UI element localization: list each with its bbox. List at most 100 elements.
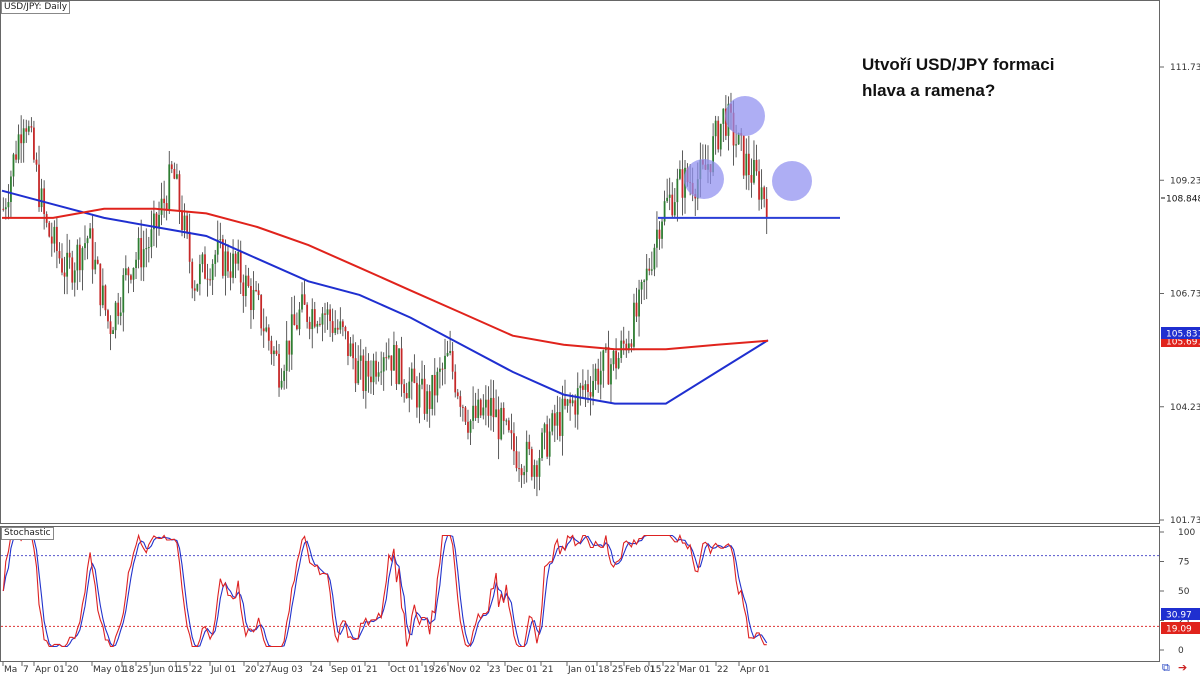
candle-body <box>107 310 109 322</box>
candle-body <box>61 258 63 273</box>
time-tick-label: May 01 <box>93 665 126 675</box>
candle-body <box>428 391 431 409</box>
candle-body <box>523 472 526 476</box>
time-tick-label: 18 <box>123 665 135 675</box>
annotation-line-1: Utvoří USD/JPY formaci <box>862 55 1055 74</box>
candle-body <box>500 407 503 440</box>
candle-body <box>569 399 572 404</box>
candle-body <box>393 344 395 371</box>
candle-body <box>433 374 436 396</box>
stoch-tick-label: 50 <box>1178 587 1190 597</box>
stochastic-label: Stochastic <box>1 527 54 540</box>
stoch-blue-value-box <box>1161 608 1200 620</box>
candle-body <box>35 159 38 165</box>
candle-body <box>255 289 257 291</box>
candle-body <box>2 208 5 210</box>
candle-body <box>615 350 617 369</box>
candle-body <box>331 321 334 333</box>
candle-body <box>528 441 531 450</box>
candle-body <box>635 302 638 317</box>
candle-body <box>566 399 569 406</box>
main-panel <box>0 0 1160 524</box>
candle-body <box>160 198 163 215</box>
candle-body <box>158 214 160 228</box>
candle-body <box>625 343 628 351</box>
stoch-tick-label: 0 <box>1178 646 1184 656</box>
candle-body <box>561 398 564 436</box>
candle-body <box>234 253 237 264</box>
candle-body <box>140 238 143 268</box>
candle-body <box>645 268 648 281</box>
candle-body <box>71 257 74 283</box>
candle-body <box>464 407 467 422</box>
candle-body <box>278 353 280 388</box>
candle-body <box>525 441 528 473</box>
candle-body <box>221 239 224 276</box>
candle-body <box>589 392 592 397</box>
candle-body <box>380 371 383 373</box>
candle-body <box>668 194 671 198</box>
candle-body <box>216 239 219 255</box>
candle-body <box>288 340 291 355</box>
candle-body <box>666 197 669 202</box>
candle-body <box>94 259 97 270</box>
candle-body <box>183 215 186 231</box>
time-tick-label: 24 <box>312 665 324 675</box>
candle-body <box>242 282 245 297</box>
candle-body <box>99 263 102 306</box>
candle-body <box>364 360 367 391</box>
candle-body <box>239 252 242 283</box>
candle-body <box>7 202 10 208</box>
stoch-k-line <box>2 533 767 648</box>
right-shoulder-circle <box>772 161 812 201</box>
candle-body <box>610 364 612 385</box>
candle-body <box>347 331 349 357</box>
candle-body <box>58 251 61 259</box>
candle-body <box>630 343 633 347</box>
candle-body <box>313 309 316 327</box>
time-tick-label: Sep 01 <box>331 665 362 675</box>
candle-body <box>10 176 12 203</box>
candle-body <box>507 420 510 431</box>
candle-body <box>418 384 421 408</box>
current-price-box <box>1161 192 1200 204</box>
candle-body <box>479 399 482 416</box>
axes-layer: 111.731 109.231 106.731 104.231 101.731 108.8… <box>2 63 1200 675</box>
candle-body <box>359 355 362 361</box>
candle-body <box>352 343 354 359</box>
candle-body <box>553 413 556 426</box>
candle-body <box>385 357 388 359</box>
candle-body <box>50 236 53 244</box>
candle-body <box>587 384 589 393</box>
candle-body <box>145 248 148 250</box>
candle-body <box>474 405 477 418</box>
candle-body <box>267 327 270 341</box>
candle-body <box>224 251 227 276</box>
candle-body <box>142 249 145 268</box>
candle-body <box>198 264 201 285</box>
candle-body <box>581 385 584 390</box>
candle-body <box>492 397 495 418</box>
candle-body <box>214 254 217 264</box>
candle-body <box>244 275 247 297</box>
candle-body <box>86 238 89 244</box>
candle-body <box>487 399 490 416</box>
candle-body <box>638 289 640 317</box>
candle-body <box>661 221 663 239</box>
candle-body <box>505 420 508 422</box>
stoch-blue-value-label: 30.97 <box>1166 611 1192 621</box>
candle-body <box>329 309 332 322</box>
candle-body <box>84 243 86 249</box>
candle-body <box>334 327 337 333</box>
candle-body <box>316 323 319 327</box>
candle-body <box>408 381 411 399</box>
candle-body <box>296 325 298 330</box>
candle-body <box>459 396 462 407</box>
candle-body <box>40 188 43 208</box>
candle-body <box>229 271 232 278</box>
candle-body <box>252 289 255 311</box>
candle-body <box>76 244 79 271</box>
candle-body <box>211 263 214 281</box>
